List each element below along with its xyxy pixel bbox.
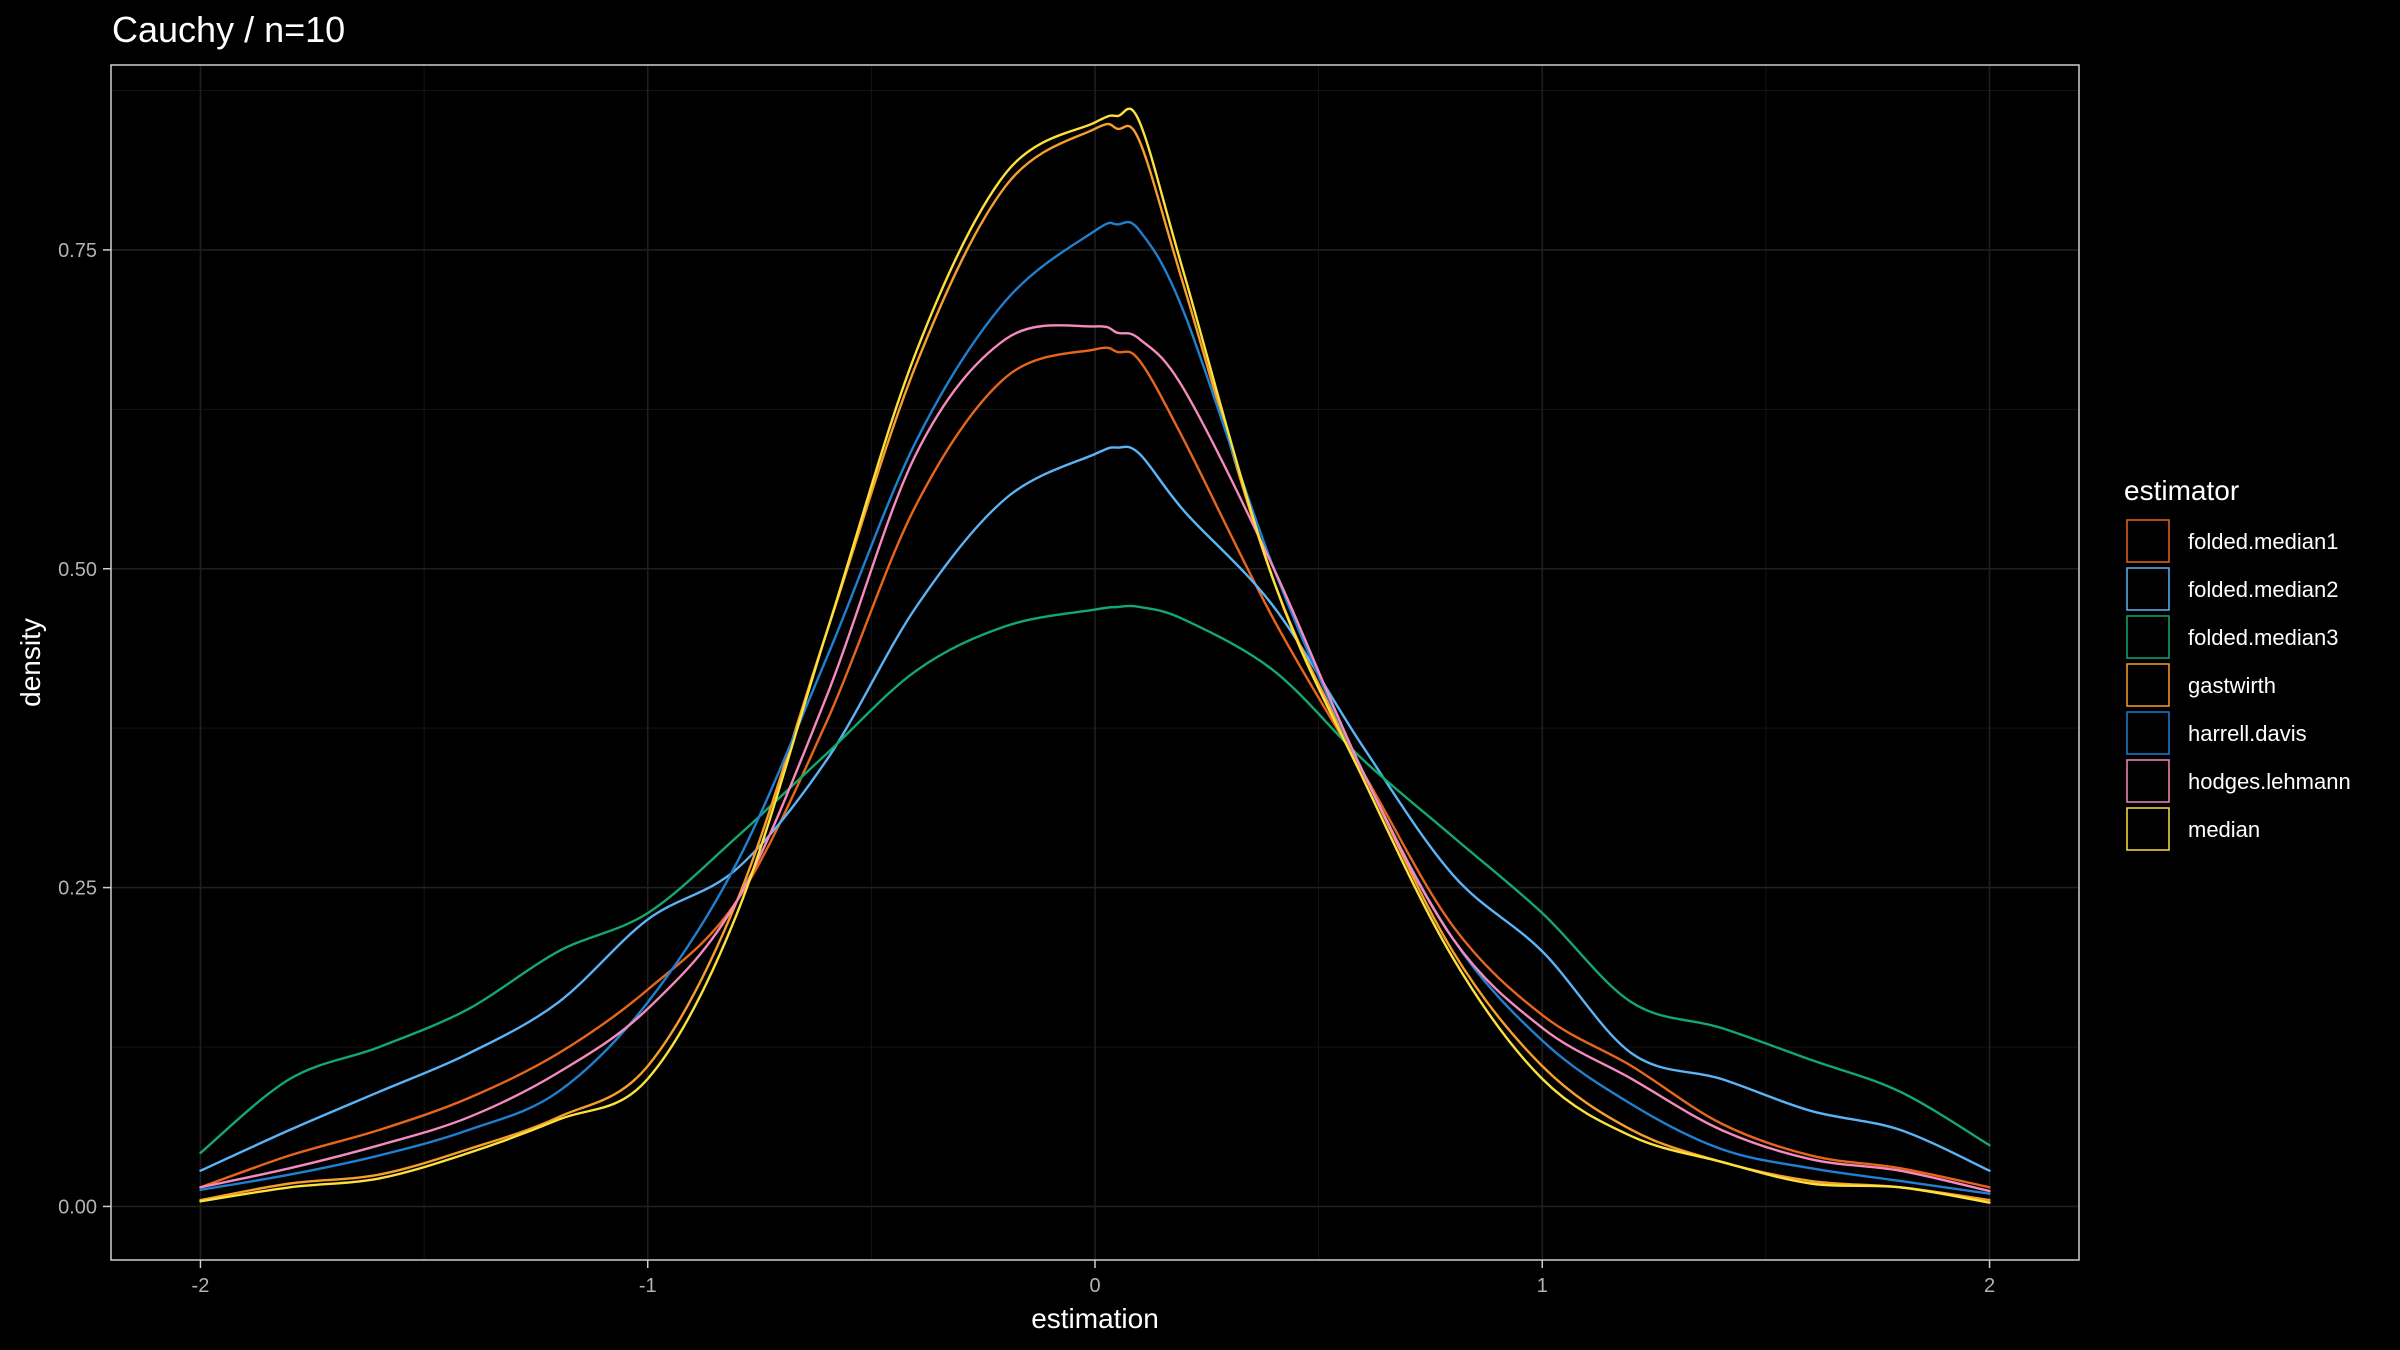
legend-label: gastwirth [2188,673,2276,698]
legend-key-gastwirth [2126,663,2170,707]
legend-label: median [2188,817,2260,842]
series-line-folded-median1 [199,346,1991,1189]
y-tick-label: 0.75 [58,240,97,262]
grid-lines [111,65,2079,1260]
y-tick-label: 0.50 [58,559,97,581]
legend-title: estimator [2124,475,2239,506]
x-tick-label: -1 [639,1275,657,1297]
series-line-folded-median3 [199,604,1991,1155]
legend: estimator folded.median1 folded.median2 fo… [2124,475,2351,851]
x-tick-label: 2 [1984,1275,1995,1297]
chart-title: Cauchy / n=10 [112,9,345,50]
legend-label: folded.median2 [2188,577,2338,602]
x-tick-label: 1 [1537,1275,1548,1297]
x-tick-label: 0 [1089,1275,1100,1297]
legend-label: folded.median3 [2188,625,2338,650]
y-tick-label: 0.25 [58,878,97,900]
y-axis-title: density [15,618,46,707]
series-line-median [199,107,1991,1204]
density-curves [199,107,1991,1204]
legend-key-harrell-davis [2126,711,2170,755]
y-tick-label: 0.00 [58,1196,97,1218]
series-line-gastwirth [199,122,1991,1202]
series-line-hodges-lehmann [199,324,1991,1193]
x-axis-title: estimation [1031,1303,1159,1334]
x-tick-label: -2 [192,1275,210,1297]
legend-key-hodges-lehmann [2126,759,2170,803]
series-line-folded-median2 [199,445,1991,1172]
axis-ticks: -2 -1 0 1 2 0.00 0.25 0.50 0.75 [58,240,1995,1297]
legend-key-median [2126,807,2170,851]
legend-key-folded-median1 [2126,519,2170,563]
legend-key-folded-median2 [2126,567,2170,611]
legend-label: hodges.lehmann [2188,769,2351,794]
legend-key-folded-median3 [2126,615,2170,659]
legend-label: folded.median1 [2188,529,2338,554]
series-line-harrell-davis [199,220,1991,1195]
legend-label: harrell.davis [2188,721,2307,746]
